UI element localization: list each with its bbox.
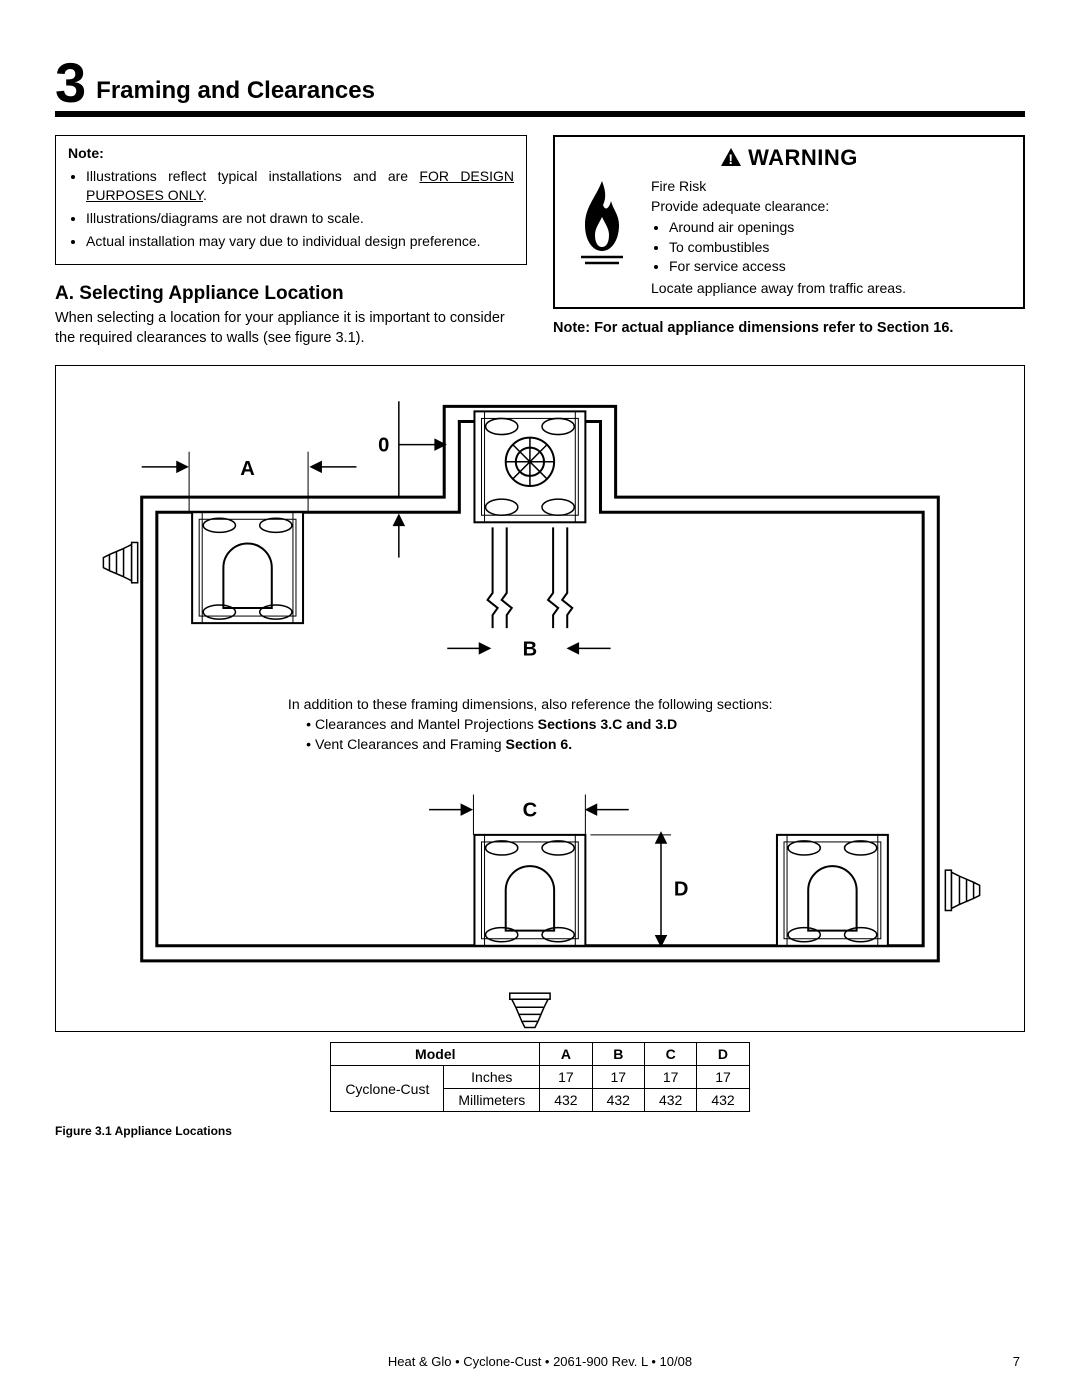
warning-line: Provide adequate clearance: [651, 197, 906, 217]
table-header-row: Model A B C D [331, 1043, 749, 1066]
figure-note-b2: • Vent Clearances and Framing Section 6. [306, 736, 572, 752]
note-item: Illustrations/diagrams are not drawn to … [86, 209, 514, 228]
td-val: 432 [592, 1089, 644, 1112]
warning-bullets: Around air openings To combustibles For … [651, 218, 906, 277]
section-header: 3 Framing and Clearances [55, 55, 1025, 117]
note-text: Illustrations reflect typical installati… [86, 168, 419, 184]
figure-note-b1: • Clearances and Mantel Projections Sect… [306, 716, 677, 732]
th-C: C [644, 1043, 696, 1066]
td-val: 17 [697, 1066, 749, 1089]
vent-bottom [510, 993, 550, 1027]
label-C: C [523, 799, 538, 821]
flame-icon [567, 177, 637, 270]
label-A: A [240, 457, 255, 479]
warning-body: Fire Risk Provide adequate clearance: Ar… [567, 177, 1011, 299]
warning-header: ! WARNING [567, 145, 1011, 173]
left-column: Note: Illustrations reflect typical inst… [55, 135, 527, 349]
warning-line: Locate appliance away from traffic areas… [651, 279, 906, 299]
page-number: 7 [1013, 1354, 1020, 1369]
td-val: 432 [540, 1089, 592, 1112]
warning-box: ! WARNING Fire Risk Provide a [553, 135, 1025, 309]
appliance-left [192, 512, 303, 623]
th-A: A [540, 1043, 592, 1066]
th-D: D [697, 1043, 749, 1066]
td-model: Cyclone-Cust [331, 1066, 444, 1112]
th-B: B [592, 1043, 644, 1066]
figure-note-intro: In addition to these framing dimensions,… [288, 695, 773, 711]
th-model: Model [331, 1043, 540, 1066]
note-text: Illustrations/diagrams are not drawn to … [86, 210, 364, 226]
note-text: . [203, 187, 207, 203]
warning-line: Fire Risk [651, 177, 906, 197]
figure-box: A 0 B C [55, 365, 1025, 1033]
td-val: 17 [540, 1066, 592, 1089]
page: 3 Framing and Clearances Note: Illustrat… [0, 0, 1080, 1397]
appliance-top [474, 411, 585, 522]
section-number: 3 [55, 55, 86, 111]
note-box: Note: Illustrations reflect typical inst… [55, 135, 527, 265]
figure-caption: Figure 3.1 Appliance Locations [55, 1124, 1025, 1138]
label-B: B [523, 638, 538, 660]
warning-list: Fire Risk Provide adequate clearance: Ar… [651, 177, 906, 299]
td-val: 432 [697, 1089, 749, 1112]
section-title: Framing and Clearances [96, 77, 375, 111]
two-column-region: Note: Illustrations reflect typical inst… [55, 135, 1025, 349]
td-val: 17 [592, 1066, 644, 1089]
break-lines [488, 527, 573, 628]
vent-left [103, 542, 137, 582]
warning-bullet: Around air openings [669, 218, 906, 238]
warning-bullet: To combustibles [669, 238, 906, 258]
label-zero: 0 [378, 434, 389, 456]
subsection-heading: A. Selecting Appliance Location [55, 283, 527, 305]
warning-header-text: WARNING [748, 145, 858, 170]
right-column: ! WARNING Fire Risk Provide a [553, 135, 1025, 349]
note-text: Actual installation may vary due to indi… [86, 233, 481, 249]
dim-zero [399, 401, 445, 497]
vent-right [945, 870, 979, 910]
note-item: Illustrations reflect typical installati… [86, 167, 514, 205]
note-list: Illustrations reflect typical installati… [68, 167, 514, 251]
note-bold: Note: For actual appliance dimensions re… [553, 319, 1025, 339]
appliance-right [777, 834, 888, 945]
warning-bullet: For service access [669, 257, 906, 277]
appliance-bottom [474, 834, 585, 945]
dimension-table: Model A B C D Cyclone-Cust Inches 17 17 … [330, 1042, 749, 1112]
label-D: D [674, 878, 689, 900]
note-item: Actual installation may vary due to indi… [86, 232, 514, 251]
svg-text:!: ! [728, 151, 733, 167]
td-val: 432 [644, 1089, 696, 1112]
td-val: 17 [644, 1066, 696, 1089]
note-title: Note: [68, 144, 514, 163]
dim-D [590, 832, 671, 945]
body-text: When selecting a location for your appli… [55, 309, 527, 348]
dim-zero-vert [394, 515, 404, 557]
page-footer: Heat & Glo • Cyclone-Cust • 2061-900 Rev… [0, 1354, 1080, 1369]
appliance-location-diagram: A 0 B C [56, 366, 1024, 1032]
td-unit: Inches [444, 1066, 540, 1089]
warning-triangle-icon: ! [720, 147, 742, 173]
td-unit: Millimeters [444, 1089, 540, 1112]
table-row: Cyclone-Cust Inches 17 17 17 17 [331, 1066, 749, 1089]
